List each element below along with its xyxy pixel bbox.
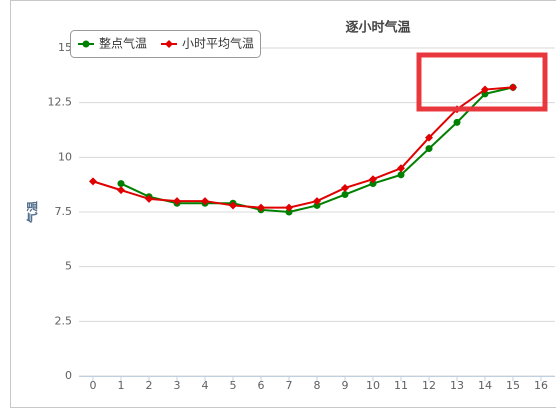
legend-marker — [82, 40, 90, 48]
x-tick-label: 14 — [478, 379, 492, 392]
data-point — [89, 177, 97, 186]
data-point — [453, 118, 461, 126]
x-tick-label: 15 — [506, 379, 520, 392]
x-tick-label: 7 — [286, 379, 293, 392]
data-point — [397, 171, 405, 179]
legend-label: 整点气温 — [99, 36, 147, 51]
x-tick-label: 12 — [422, 379, 436, 392]
highlight-box — [416, 52, 548, 112]
y-tick-label: 0 — [65, 369, 72, 382]
y-tick-label: 15 — [58, 41, 72, 54]
data-point — [481, 85, 489, 94]
data-point — [117, 180, 125, 188]
legend-marker — [165, 40, 173, 48]
y-axis-label: 气温 — [25, 201, 39, 224]
y-tick-label: 2.5 — [55, 314, 73, 327]
x-tick-label: 13 — [450, 379, 464, 392]
x-tick-label: 1 — [118, 379, 125, 392]
data-point — [173, 197, 181, 206]
data-point — [229, 201, 237, 210]
x-tick-label: 10 — [366, 379, 380, 392]
series-line — [92, 86, 514, 209]
data-point — [341, 191, 349, 199]
data-point — [285, 208, 293, 216]
data-point — [509, 83, 517, 92]
series-line — [120, 86, 514, 214]
data-point — [369, 180, 377, 188]
data-point — [313, 197, 321, 206]
x-tick-label: 4 — [202, 379, 209, 392]
data-point — [481, 90, 489, 98]
x-tick-label: 2 — [146, 379, 153, 392]
x-tick-label: 0 — [90, 379, 97, 392]
data-point — [341, 183, 349, 192]
data-point — [425, 133, 433, 142]
data-point — [425, 145, 433, 153]
data-point — [369, 175, 377, 184]
y-tick-label: 10 — [58, 150, 72, 163]
data-point — [117, 186, 125, 195]
data-point — [313, 201, 321, 209]
data-point — [201, 197, 209, 206]
x-tick-label: 16 — [534, 379, 548, 392]
x-tick-label: 11 — [394, 379, 408, 392]
data-point — [257, 203, 265, 212]
x-tick-label: 3 — [174, 379, 181, 392]
chart-frame — [10, 0, 556, 408]
data-point — [285, 203, 293, 212]
x-tick-label: 5 — [230, 379, 237, 392]
y-tick-label: 12.5 — [48, 96, 73, 109]
x-tick-label: 8 — [314, 379, 321, 392]
chart-title: 逐小时气温 — [345, 20, 410, 36]
y-tick-label: 7.5 — [55, 205, 73, 218]
data-point — [397, 164, 405, 173]
y-tick-label: 5 — [65, 260, 72, 273]
data-point — [145, 194, 153, 203]
legend-label: 小时平均气温 — [182, 36, 254, 51]
x-tick-label: 6 — [258, 379, 265, 392]
x-tick-label: 9 — [342, 379, 349, 392]
